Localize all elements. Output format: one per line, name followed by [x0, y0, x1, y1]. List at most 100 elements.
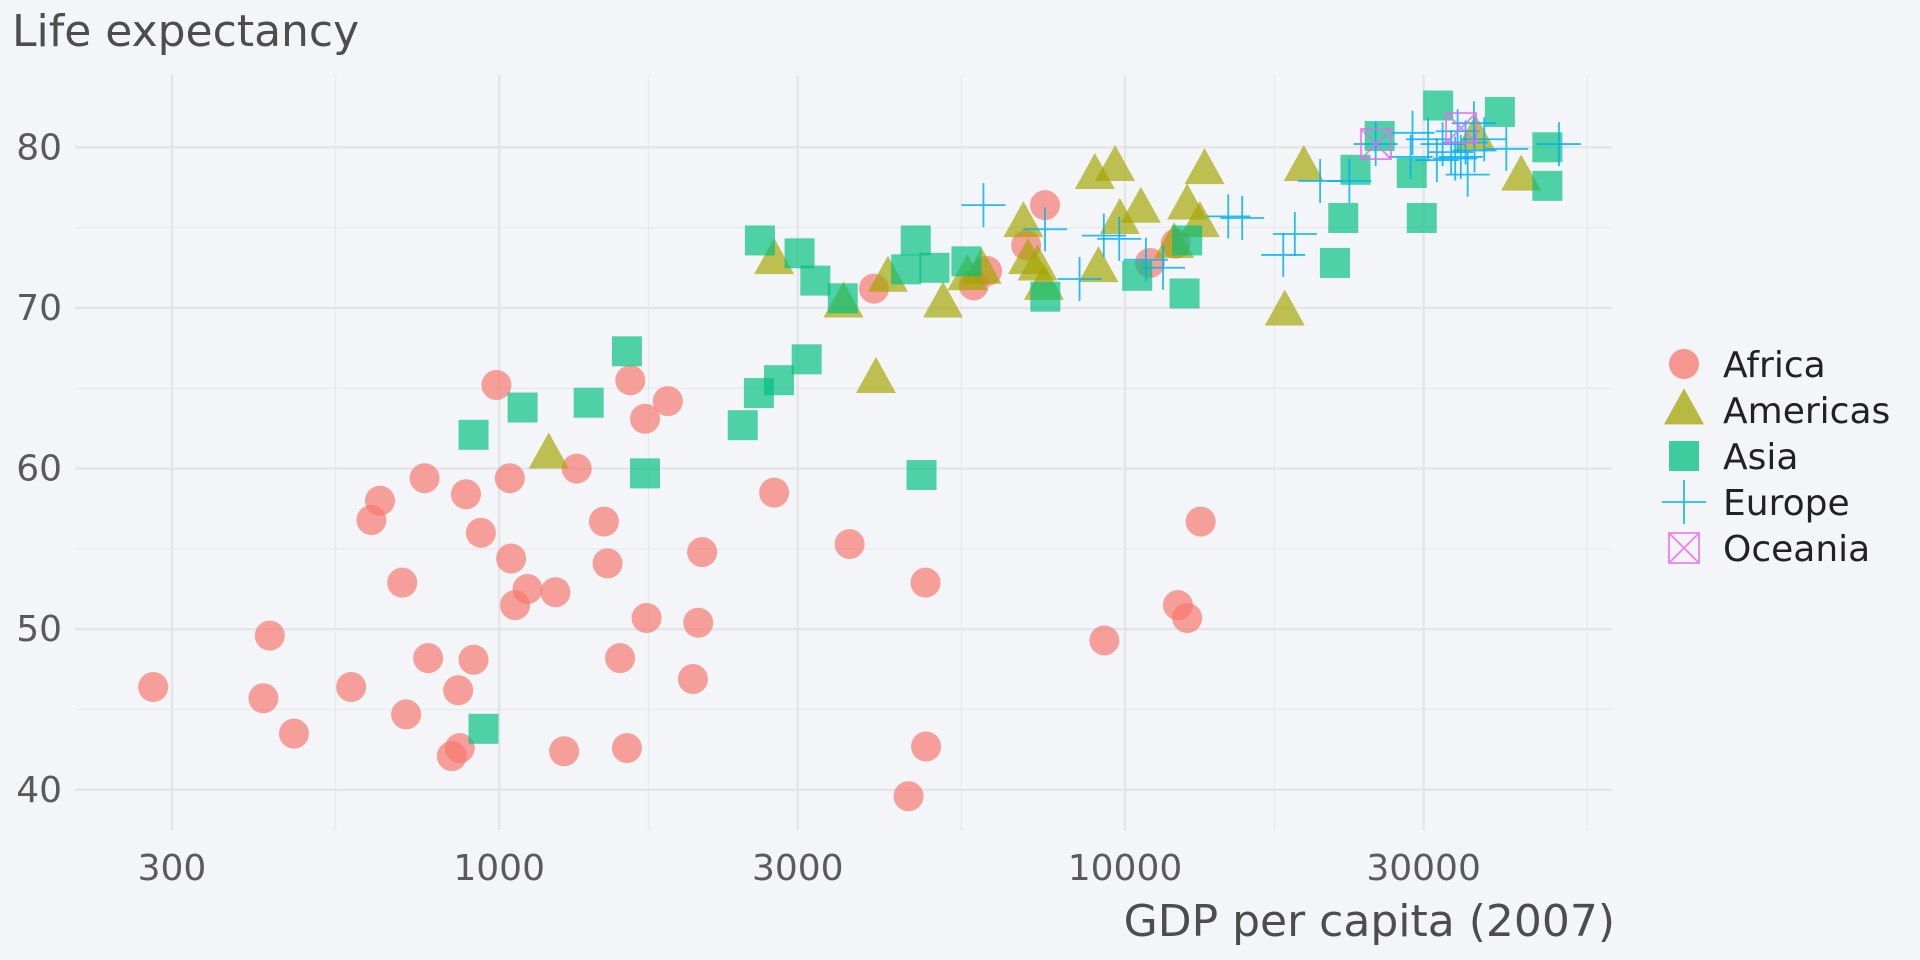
data-point-africa	[683, 607, 714, 638]
y-tick-label: 40	[16, 770, 62, 811]
data-point-africa	[629, 403, 660, 434]
data-point-europe	[1023, 207, 1067, 252]
data-point-africa	[911, 731, 942, 762]
x-tick-label: 3000	[752, 848, 844, 889]
legend-item-oceania: Oceania	[1668, 529, 1870, 570]
data-point-americas	[528, 432, 569, 469]
data-point-africa	[1089, 625, 1120, 656]
data-point-asia	[1406, 202, 1437, 233]
data-point-asia	[1484, 96, 1515, 127]
data-point-asia	[891, 254, 922, 285]
data-point-africa	[254, 620, 285, 651]
data-point-americas	[1078, 246, 1119, 283]
data-point-africa	[1172, 602, 1203, 633]
data-point-africa	[494, 463, 525, 494]
x-tick-label: 300	[138, 848, 207, 889]
data-point-americas	[855, 357, 896, 394]
data-point-africa	[631, 602, 662, 633]
data-point-africa	[444, 733, 475, 764]
data-point-asia	[1169, 278, 1200, 309]
x-axis-ticks: 300 1000 3000 10000 30000	[138, 848, 1481, 889]
y-tick-label: 80	[16, 127, 62, 168]
x-tick-label: 30000	[1366, 848, 1481, 889]
data-point-africa	[561, 453, 592, 484]
x-tick-label: 1000	[453, 848, 545, 889]
legend-item-africa: Africa	[1669, 345, 1826, 386]
data-point-europe	[1445, 152, 1490, 197]
data-point-asia	[1396, 157, 1427, 188]
data-point-africa	[336, 672, 367, 703]
data-point-europe	[1097, 216, 1142, 261]
legend-label: Asia	[1723, 437, 1798, 478]
data-point-asia	[1030, 281, 1061, 312]
data-point-americas	[1120, 186, 1161, 223]
data-point-asia	[1122, 260, 1153, 291]
data-point-asia	[629, 458, 660, 489]
data-point-africa	[465, 517, 496, 548]
data-point-africa	[592, 548, 623, 579]
data-point-americas	[923, 281, 964, 318]
data-point-asia	[764, 365, 795, 396]
data-point-asia	[1532, 170, 1563, 201]
data-point-africa	[893, 781, 924, 812]
data-point-africa	[450, 479, 481, 510]
data-point-americas	[1501, 154, 1542, 191]
data-point-europe	[1220, 195, 1265, 240]
data-point-europe	[1414, 138, 1459, 183]
data-point-europe	[1484, 126, 1529, 171]
data-point-asia	[744, 225, 775, 256]
data-point-asia	[800, 265, 831, 296]
legend-key-europe	[1662, 480, 1706, 524]
data-point-oceania	[1360, 128, 1392, 160]
data-point-africa	[413, 643, 444, 674]
data-point-asia	[1172, 225, 1203, 256]
data-point-africa	[481, 370, 512, 401]
legend-item-americas: Americas	[1664, 388, 1890, 432]
data-point-africa	[496, 543, 527, 574]
data-point-americas	[1264, 289, 1305, 326]
data-point-europe	[1272, 212, 1317, 257]
data-point-asia	[906, 459, 937, 490]
data-point-europe	[1261, 232, 1306, 277]
y-axis-title: Life expectancy	[12, 6, 359, 57]
data-point-asia	[1328, 202, 1359, 233]
x-axis-title: GDP per capita (2007)	[1124, 896, 1615, 947]
data-point-africa	[615, 365, 646, 396]
legend-label: Africa	[1723, 345, 1826, 386]
data-point-asia	[573, 387, 604, 418]
data-point-africa	[611, 733, 642, 764]
data-point-africa	[588, 506, 619, 537]
data-point-americas	[1095, 144, 1136, 181]
data-point-africa	[458, 644, 489, 675]
data-point-asia	[1319, 247, 1350, 278]
data-point-europe	[1536, 122, 1581, 167]
data-point-africa	[1185, 506, 1216, 537]
data-point-asia	[458, 419, 489, 450]
data-point-oceania	[1445, 112, 1477, 144]
data-point-europe	[1123, 237, 1168, 282]
data-point-asia	[951, 246, 982, 277]
legend-key-asia	[1669, 441, 1699, 471]
x-tick-label: 10000	[1068, 848, 1183, 889]
y-tick-label: 70	[16, 288, 62, 329]
data-point-europe	[1388, 134, 1433, 179]
data-point-europe	[1462, 117, 1507, 162]
data-point-americas	[1003, 201, 1044, 238]
data-point-asia	[900, 225, 931, 256]
legend-item-europe: Europe	[1662, 480, 1850, 524]
data-point-asia	[507, 392, 538, 423]
data-point-africa	[391, 699, 422, 730]
data-point-africa	[409, 463, 440, 494]
data-point-asia	[784, 238, 815, 269]
series-asia	[458, 90, 1563, 744]
data-point-americas	[1184, 148, 1225, 185]
y-tick-label: 50	[16, 609, 62, 650]
data-point-africa	[443, 675, 474, 706]
legend-item-asia: Asia	[1669, 437, 1798, 478]
data-point-asia	[468, 713, 499, 744]
legend: Africa Americas Asia Europe Oceania	[1662, 345, 1890, 570]
data-point-africa	[549, 736, 580, 767]
data-point-asia	[1364, 121, 1395, 152]
